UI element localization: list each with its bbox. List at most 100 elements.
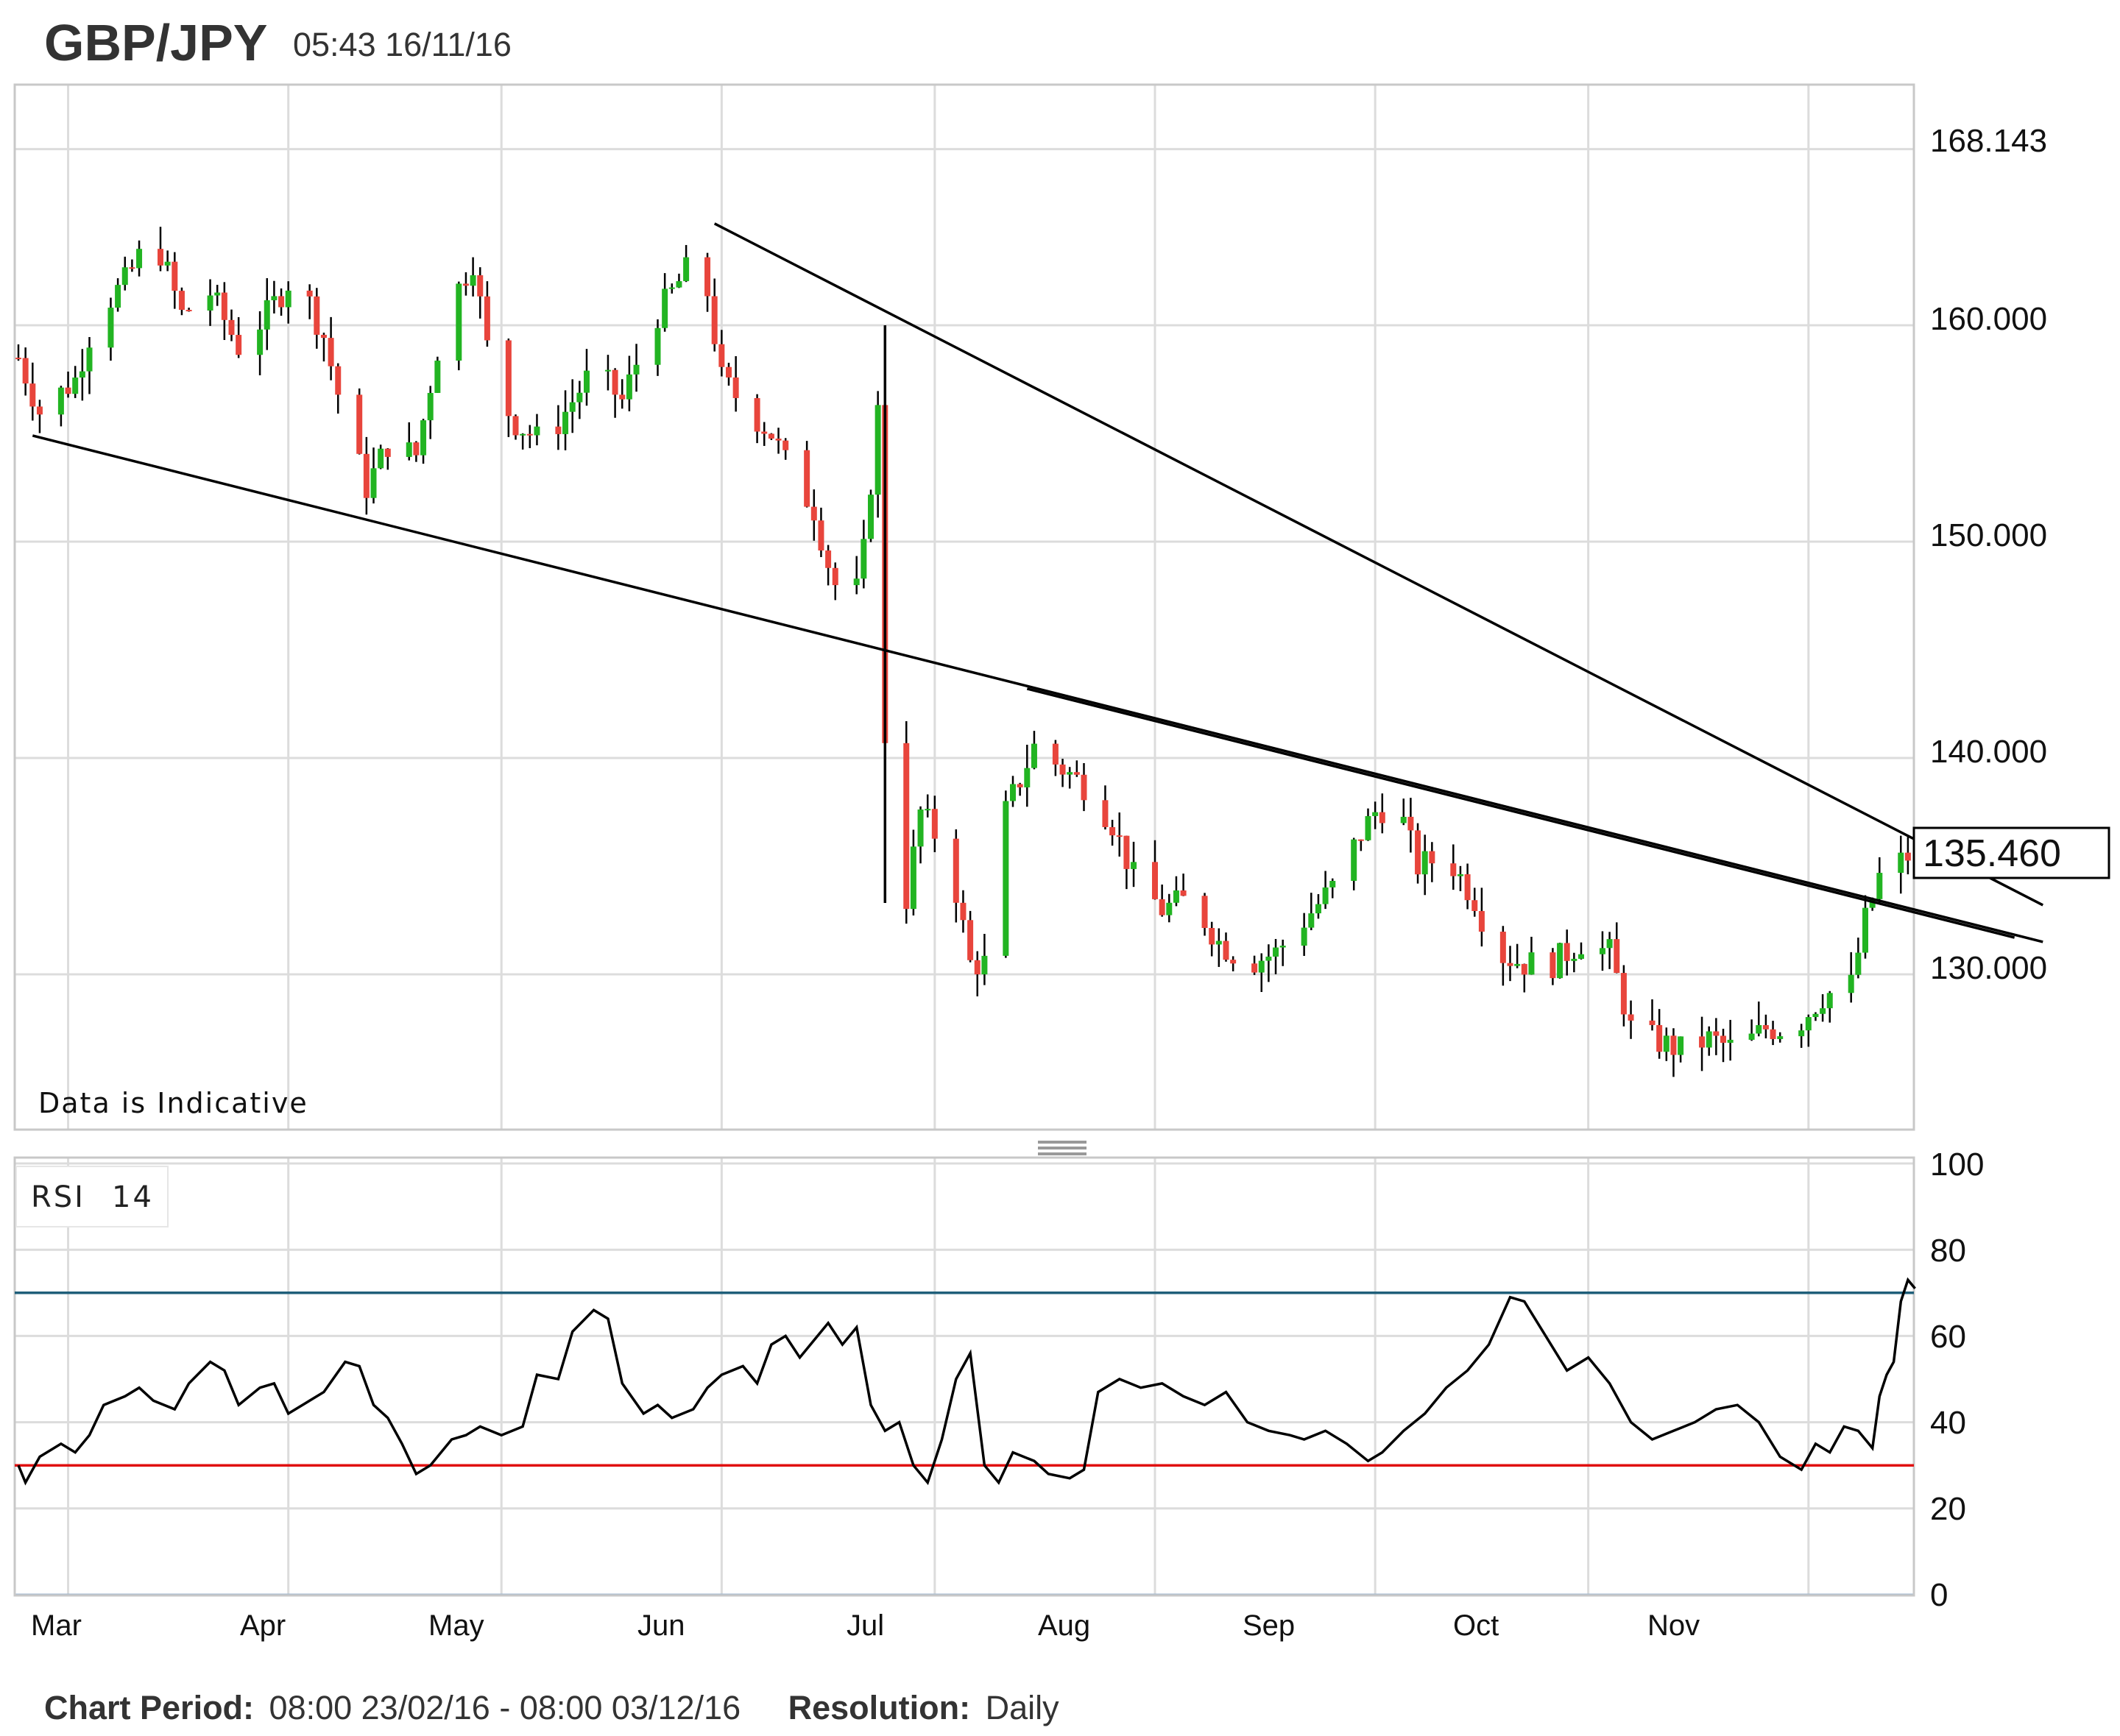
candle-body [903,743,910,910]
candle-body [1180,890,1187,896]
candle-body [65,387,71,394]
candle-body [526,433,533,436]
rsi-axis: 100 80 60 40 20 0 [1930,1147,1984,1613]
month-tick: Aug [1038,1609,1090,1642]
candle-body [1322,887,1329,904]
candle-body [370,468,377,498]
rsi-panel-grid [15,1158,1914,1596]
rsi-tick: 100 [1930,1147,1984,1183]
candle-body [470,275,476,286]
candle-body [186,310,192,312]
candle-body [314,296,320,335]
candle-body [569,402,576,412]
candle-body [285,290,292,308]
candle-body [1564,943,1570,961]
candle-body [72,378,79,394]
candle-body [1770,1029,1776,1039]
candle-body [328,338,334,366]
candle-body [57,387,64,415]
candle-body [257,329,264,355]
last-price-value: 135.460 [1923,832,2061,875]
candle-body [1215,940,1222,945]
candle-body [36,406,43,415]
candle-body [584,370,590,393]
candle-body [804,450,810,507]
candle-body [1152,862,1158,899]
candle-body [668,287,675,289]
candle-body [1131,862,1137,869]
candle-body [534,426,540,436]
candle-body [619,394,626,400]
candle-body [576,392,583,403]
candle-body [278,296,285,308]
candle-body [79,371,85,378]
candle-body [1450,863,1457,876]
candle-body [1003,801,1009,956]
candle-body [967,920,974,960]
candle-body [960,902,967,921]
candle-body [761,431,768,434]
candle-body [868,495,874,539]
candlestick-series [15,227,1911,1077]
candle-body [22,358,29,384]
candle-body [1898,852,1904,874]
candle-body [129,267,135,269]
candle-body [1421,851,1428,875]
month-tick: Jun [637,1609,685,1642]
candle-body [782,440,789,450]
candle-body [1407,816,1414,831]
trendlines [32,222,2044,943]
candle-body [228,319,235,336]
candle-body [1201,896,1208,928]
candle-body [1620,973,1627,1015]
candle-body [1869,899,1876,908]
candle-body [363,453,370,498]
rsi-line [17,1277,1916,1486]
candle-body [1279,946,1286,948]
candle-body [1820,1008,1826,1014]
candle-body [1748,1033,1755,1040]
candle-body [335,366,342,395]
candle-body [1762,1025,1769,1030]
candle-body [917,809,924,847]
candle-body [1400,816,1407,823]
candle-body [505,340,512,417]
candle-body [1273,947,1279,957]
candle-body [754,397,760,432]
timestamp: 05:43 16/11/16 [293,26,512,63]
candle-body [1081,774,1087,801]
candle-body [356,394,363,454]
rsi-period: 14 [112,1180,154,1214]
candle-body [1308,913,1315,928]
candle-body [1471,900,1478,911]
candle-body [1372,812,1379,816]
candle-body [1052,743,1059,765]
chart-period-value: 08:00 23/02/16 - 08:00 03/12/16 [269,1689,741,1726]
candle-body [925,809,931,811]
indicative-note: Data is Indicative [38,1087,308,1119]
price-tick: 140.000 [1930,734,2047,770]
candle-body [1777,1036,1784,1039]
candle-body [1656,1024,1663,1052]
candle-body [1720,1035,1726,1044]
month-tick: May [428,1609,484,1642]
rsi-tick: 40 [1930,1405,1966,1441]
month-tick: Apr [240,1609,286,1642]
candle-body [1571,958,1577,961]
candle-body [1024,768,1031,787]
candle-body [271,296,278,301]
candle-body [136,249,143,269]
footer-info: Chart Period: 08:00 23/02/16 - 08:00 03/… [44,1689,1059,1726]
candle-body [512,416,519,436]
candle-body [413,442,420,456]
candle-body [264,300,270,330]
candle-body [825,550,832,568]
panel-resize-handle[interactable] [1038,1141,1086,1155]
candle-body [1727,1039,1734,1044]
candle-body [1123,835,1130,869]
candle-body [462,283,469,286]
price-tick: 160.000 [1930,301,2047,337]
candle-body [1528,952,1535,975]
candle-body [214,292,221,296]
